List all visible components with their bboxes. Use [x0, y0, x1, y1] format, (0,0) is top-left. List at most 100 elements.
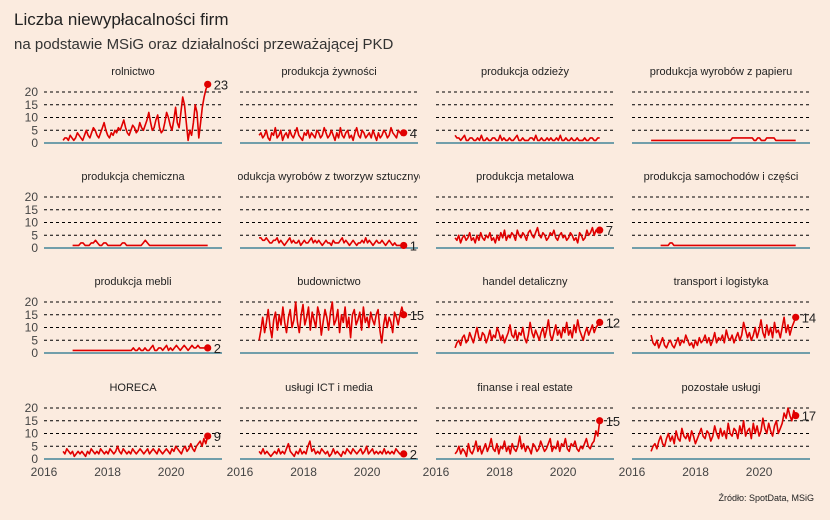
end-value-label: 12 — [606, 315, 620, 330]
y-tick-label: 15 — [25, 414, 39, 428]
end-point — [596, 318, 604, 326]
facet-panel: usługi ICT i media 2016 2018 2020 2 — [227, 382, 418, 479]
x-tick-label: 2016 — [619, 465, 646, 479]
panel-title: produkcja chemiczna — [81, 171, 185, 183]
x-tick-label: 2016 — [423, 465, 450, 479]
end-point — [204, 432, 212, 440]
series-line — [454, 134, 600, 142]
facet-panel: transport i logistyka 14 — [632, 276, 816, 354]
panel-title: produkcja żywności — [281, 66, 376, 78]
panel-title: pozostałe usługi — [682, 382, 761, 394]
y-tick-label: 15 — [25, 308, 39, 322]
facet-panel: produkcja odzieży — [436, 66, 614, 144]
series-line — [650, 407, 797, 452]
end-point — [204, 80, 212, 88]
y-tick-label: 15 — [25, 203, 39, 217]
end-value-label: 1 — [410, 238, 417, 253]
end-point — [204, 344, 212, 352]
y-tick-label: 10 — [25, 111, 39, 125]
series-line — [454, 319, 601, 349]
x-tick-label: 2018 — [94, 465, 121, 479]
series-line — [258, 301, 405, 344]
y-tick-label: 5 — [31, 123, 38, 137]
panel-title: produkcja metalowa — [476, 171, 575, 183]
y-tick-label: 5 — [31, 228, 38, 242]
end-point — [596, 417, 604, 425]
end-point — [400, 129, 408, 137]
x-tick-label: 2020 — [158, 465, 185, 479]
y-tick-label: 0 — [31, 241, 38, 255]
panel-title: HORECA — [109, 382, 157, 394]
end-value-label: 2 — [410, 447, 417, 462]
series-line — [650, 316, 797, 349]
series-line — [454, 420, 601, 458]
end-point — [596, 226, 604, 234]
facet-panel: produkcja wyrobów z tworzyw sztucznych 1 — [238, 171, 420, 253]
x-tick-label: 2020 — [550, 465, 577, 479]
end-point — [792, 313, 800, 321]
end-value-label: 15 — [410, 308, 424, 323]
end-point — [400, 241, 408, 250]
series-line — [651, 137, 796, 142]
panel-title: handel detaliczny — [482, 276, 568, 288]
facet-panel: budownictwo 15 — [240, 276, 424, 354]
facet-panel: produkcja wyrobów z papieru — [632, 66, 810, 144]
panel-title: produkcja wyrobów z papieru — [650, 66, 792, 78]
x-tick-label: 2020 — [746, 465, 773, 479]
end-value-label: 15 — [606, 414, 620, 429]
series-line — [258, 126, 405, 142]
panel-title: transport i logistyka — [674, 276, 770, 288]
panel-title: produkcja mebli — [94, 276, 171, 288]
page-subtitle: na podstawie MSiG oraz działalności prze… — [14, 36, 394, 53]
end-value-label: 14 — [802, 310, 816, 325]
panel-title: finanse i real estate — [477, 382, 572, 394]
y-tick-label: 10 — [25, 216, 39, 230]
source-note: Źródło: SpotData, MSiG — [718, 493, 814, 503]
x-tick-label: 2016 — [227, 465, 254, 479]
facet-panel: produkcja samochodów i części — [632, 171, 810, 249]
y-tick-label: 5 — [31, 333, 38, 347]
end-point — [792, 412, 800, 420]
panel-title: produkcja samochodów i części — [644, 171, 799, 183]
series-line — [259, 237, 404, 247]
facet-panel: handel detaliczny 12 — [436, 276, 620, 354]
end-value-label: 9 — [214, 429, 221, 444]
y-tick-label: 20 — [25, 190, 39, 204]
series-line — [258, 440, 404, 458]
panel-title: usługi ICT i media — [285, 382, 374, 394]
y-tick-label: 0 — [31, 452, 38, 466]
y-tick-label: 20 — [25, 295, 39, 309]
panel-title: budownictwo — [297, 276, 361, 288]
series-line — [454, 226, 601, 244]
y-tick-label: 5 — [31, 439, 38, 453]
x-tick-label: 2018 — [290, 465, 317, 479]
y-tick-label: 0 — [31, 346, 38, 360]
y-tick-label: 10 — [25, 321, 39, 335]
series-line — [62, 84, 209, 142]
facet-panel: produkcja żywności 4 — [240, 66, 418, 144]
x-tick-label: 2020 — [354, 465, 381, 479]
y-tick-label: 0 — [31, 136, 38, 150]
end-point — [400, 311, 408, 319]
facet-panel: pozostałe usługi 2016 2018 2020 17 — [619, 382, 817, 479]
x-tick-label: 2016 — [31, 465, 58, 479]
y-tick-label: 20 — [25, 401, 39, 415]
page-title: Liczba niewypłacalności firm — [14, 10, 229, 29]
x-tick-label: 2018 — [486, 465, 513, 479]
end-point — [400, 450, 408, 458]
x-tick-label: 2018 — [682, 465, 709, 479]
series-line — [660, 242, 796, 247]
y-tick-label: 20 — [25, 85, 39, 99]
end-value-label: 7 — [606, 223, 613, 238]
end-value-label: 23 — [214, 77, 228, 92]
series-line — [72, 344, 208, 352]
end-value-label: 2 — [214, 341, 221, 356]
facet-panel: produkcja metalowa 7 — [436, 171, 614, 249]
series-line — [72, 239, 208, 247]
panel-title: rolnictwo — [111, 66, 154, 78]
